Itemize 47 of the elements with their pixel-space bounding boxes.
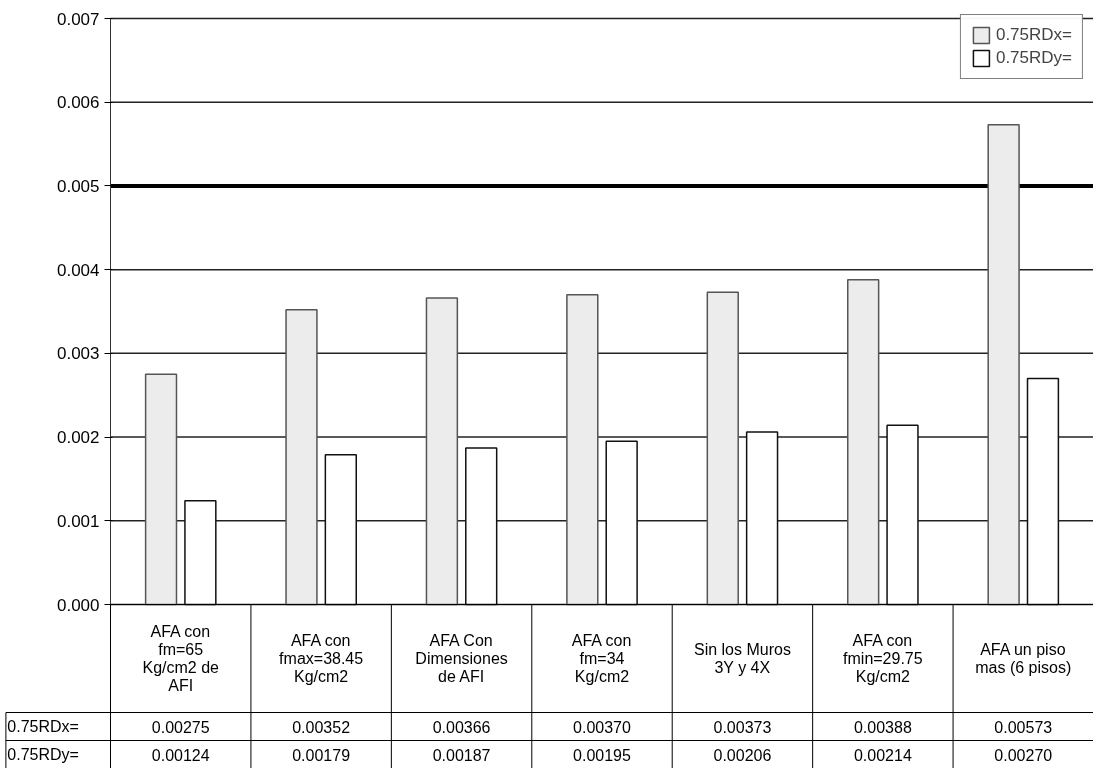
y-tick-label: 0.006 <box>56 93 100 113</box>
y-tick-label: 0.007 <box>56 9 100 29</box>
y-tick-label: 0.002 <box>56 428 100 448</box>
bar <box>465 447 498 606</box>
bar <box>847 278 880 606</box>
x-tick-label: Sin los Muros 3Y y 4X <box>693 641 791 676</box>
text: 0.75RDx= <box>7 718 79 735</box>
data-label: 0.00373 <box>713 718 772 736</box>
bar <box>1026 377 1060 606</box>
data-label: 0.00179 <box>292 746 351 764</box>
data-label: 0.00270 <box>994 746 1053 764</box>
legend-label: 0.75RDy= <box>995 48 1072 68</box>
x-tick-label: AFA con fmax=38.45 Kg/cm2 <box>279 632 364 685</box>
bar <box>886 424 919 606</box>
legend-label: 0.75RDx= <box>995 25 1072 45</box>
x-tick-label: AFA con fmin=29.75 Kg/cm2 <box>843 632 923 685</box>
bar <box>285 309 318 606</box>
x-tick-label: AFA Con Dimensiones de AFI <box>415 632 508 685</box>
data-label: 0.00352 <box>292 718 351 736</box>
data-label: 0.00275 <box>151 718 210 736</box>
data-label: 0.00206 <box>713 746 772 764</box>
y-tick-label: 0.000 <box>56 595 100 615</box>
data-label: 0.00388 <box>853 718 912 736</box>
bar <box>706 291 739 606</box>
x-tick-label: AFA con fm=34 Kg/cm2 <box>571 632 632 685</box>
bar <box>425 297 459 606</box>
bar <box>324 453 357 606</box>
data-label: 0.00195 <box>573 746 632 764</box>
bar <box>566 294 599 606</box>
y-tick-label: 0.001 <box>56 511 100 531</box>
bar <box>144 373 178 606</box>
text: 0.75RDy= <box>7 746 79 763</box>
bar <box>987 124 1020 606</box>
x-tick-label: AFA un piso mas (6 pisos) <box>975 641 1072 676</box>
data-label: 0.00124 <box>151 746 210 764</box>
data-label: 0.00187 <box>432 746 491 764</box>
data-label: 0.00214 <box>853 746 912 764</box>
y-tick-label: 0.003 <box>56 344 100 364</box>
data-label: 0.00573 <box>994 718 1053 736</box>
bar <box>745 431 779 606</box>
y-tick-label: 0.004 <box>56 260 100 280</box>
data-label: 0.00366 <box>432 718 491 736</box>
x-tick-label: AFA con fm=65 Kg/cm2 de AFI <box>142 623 220 694</box>
bar <box>184 499 217 606</box>
bar <box>605 440 638 606</box>
data-label: 0.00370 <box>573 718 632 736</box>
y-tick-label: 0.005 <box>56 176 100 196</box>
